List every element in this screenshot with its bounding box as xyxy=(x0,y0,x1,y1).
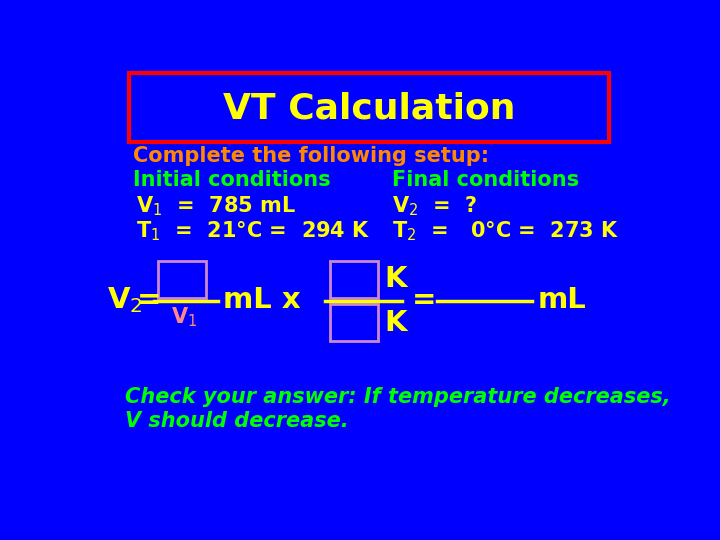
Text: V$_1$  =  785 mL: V$_1$ = 785 mL xyxy=(137,194,297,218)
Text: K: K xyxy=(384,265,407,293)
Text: mL x: mL x xyxy=(223,286,301,314)
Text: =: = xyxy=(412,286,436,314)
FancyBboxPatch shape xyxy=(330,304,378,341)
Text: Final conditions: Final conditions xyxy=(392,170,580,190)
Text: VT Calculation: VT Calculation xyxy=(222,92,516,126)
Text: V should decrease.: V should decrease. xyxy=(125,410,348,430)
Text: T$_1$  =  21°C =  294 K: T$_1$ = 21°C = 294 K xyxy=(137,219,371,243)
Text: mL: mL xyxy=(538,286,587,314)
Text: V$_2$  =  ?: V$_2$ = ? xyxy=(392,194,477,218)
Text: Complete the following setup:: Complete the following setup: xyxy=(132,146,489,166)
Text: =: = xyxy=(137,286,161,314)
Text: V$_1$: V$_1$ xyxy=(171,306,198,329)
FancyBboxPatch shape xyxy=(330,261,378,298)
Text: V$_2$: V$_2$ xyxy=(107,285,143,314)
Text: Initial conditions: Initial conditions xyxy=(132,170,330,190)
Text: Check your answer: If temperature decreases,: Check your answer: If temperature decrea… xyxy=(125,387,670,408)
FancyBboxPatch shape xyxy=(158,261,206,298)
Text: K: K xyxy=(384,309,407,337)
FancyBboxPatch shape xyxy=(129,72,609,142)
Text: T$_2$  =   0°C =  273 K: T$_2$ = 0°C = 273 K xyxy=(392,219,620,243)
